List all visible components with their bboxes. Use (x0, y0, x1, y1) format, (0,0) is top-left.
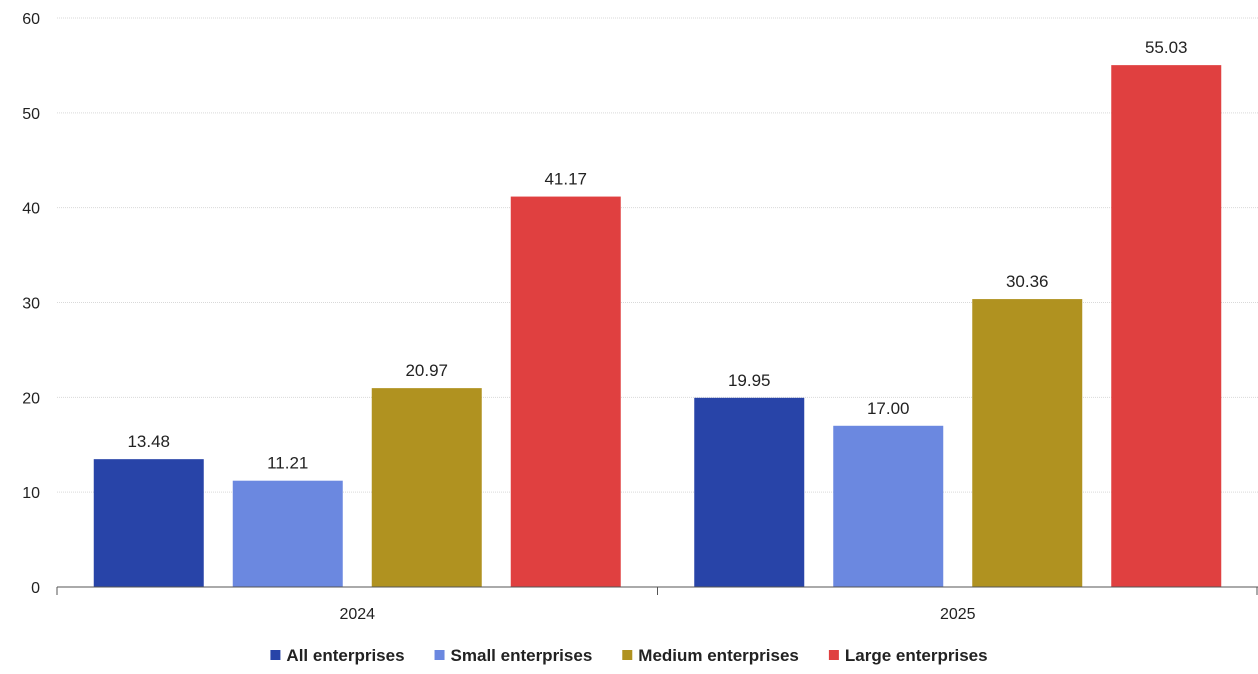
legend-swatch-large-enterprises (828, 650, 839, 660)
data-label-2025-large-enterprises: 55.03 (1145, 38, 1188, 57)
bar-2025-large-enterprises[interactable] (1111, 65, 1222, 588)
data-label-2024-large-enterprises: 41.17 (544, 170, 587, 189)
y-axis-ticks: 0 10 20 30 40 50 60 (22, 11, 40, 597)
y-tick-label-40: 40 (22, 201, 40, 218)
bar-2024-large-enterprises[interactable] (510, 196, 621, 587)
data-label-2025-all-enterprises: 19.95 (728, 371, 771, 390)
x-axis: 2024 2025 (56, 586, 1258, 623)
bar-2024-small-enterprises[interactable] (232, 480, 343, 587)
data-label-2024-all-enterprises: 13.48 (127, 432, 170, 451)
legend-swatch-medium-enterprises (622, 650, 633, 660)
bar-2025-medium-enterprises[interactable] (972, 299, 1083, 587)
y-tick-label-20: 20 (22, 390, 40, 407)
bar-2024-all-enterprises[interactable] (93, 459, 204, 587)
legend-label-all-enterprises[interactable]: All enterprises (286, 646, 404, 665)
y-tick-label-60: 60 (22, 11, 40, 28)
data-label-2024-small-enterprises: 11.21 (267, 454, 308, 473)
y-tick-label-0: 0 (31, 580, 40, 597)
bar-2025-all-enterprises[interactable] (694, 397, 805, 587)
legend-label-medium-enterprises[interactable]: Medium enterprises (638, 646, 799, 665)
legend-swatch-small-enterprises (434, 650, 445, 660)
legend-label-large-enterprises[interactable]: Large enterprises (845, 646, 988, 665)
y-tick-label-10: 10 (22, 485, 40, 502)
y-tick-label-50: 50 (22, 106, 40, 123)
bar-2025-small-enterprises[interactable] (833, 425, 944, 587)
y-tick-label-30: 30 (22, 296, 40, 313)
legend-swatch-all-enterprises (270, 650, 281, 660)
legend[interactable]: All enterprises Small enterprises Medium e… (270, 646, 988, 665)
data-label-2025-medium-enterprises: 30.36 (1006, 272, 1049, 291)
legend-label-small-enterprises[interactable]: Small enterprises (451, 646, 593, 665)
data-label-2024-medium-enterprises: 20.97 (405, 361, 448, 380)
data-labels: 13.48 11.21 20.97 41.17 19.95 17.00 30.36 55.03 (127, 38, 1187, 473)
x-tick-label-2025: 2025 (940, 606, 976, 623)
data-label-2025-small-enterprises: 17.00 (867, 399, 910, 418)
x-tick-label-2024: 2024 (339, 606, 375, 623)
bar-2024-medium-enterprises[interactable] (371, 388, 482, 587)
bars (93, 65, 1222, 588)
